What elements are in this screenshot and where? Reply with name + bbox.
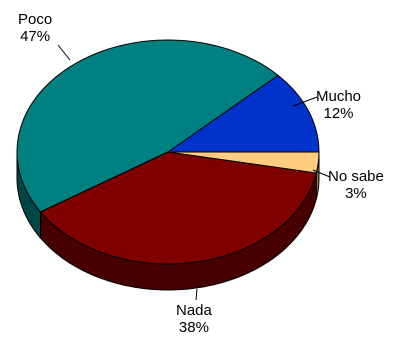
label-nada-value: 38% [178, 319, 209, 336]
label-poco: Poco 47% [18, 11, 52, 45]
label-poco-name: Poco [18, 11, 53, 28]
label-no-sabe-value: 3% [345, 185, 367, 202]
slice-poco [16, 39, 279, 213]
leader-line-nada [195, 288, 198, 301]
leader-line-no-sabe [312, 169, 331, 178]
slice-nada [40, 151, 317, 265]
label-no-sabe: No sabe 3% [328, 168, 384, 202]
label-nada-name: Nada [176, 302, 212, 319]
slice-mucho [167, 74, 320, 153]
slice-no-sabe [167, 151, 320, 174]
label-nada: Nada 38% [176, 302, 212, 336]
label-mucho: Mucho 12% [316, 88, 361, 122]
leader-line-poco [57, 44, 71, 61]
leader-line-mucho [292, 96, 318, 107]
label-mucho-value: 12% [323, 105, 354, 122]
label-poco-value: 47% [20, 28, 51, 45]
label-mucho-name: Mucho [316, 88, 362, 105]
label-no-sabe-name: No sabe [328, 168, 384, 185]
